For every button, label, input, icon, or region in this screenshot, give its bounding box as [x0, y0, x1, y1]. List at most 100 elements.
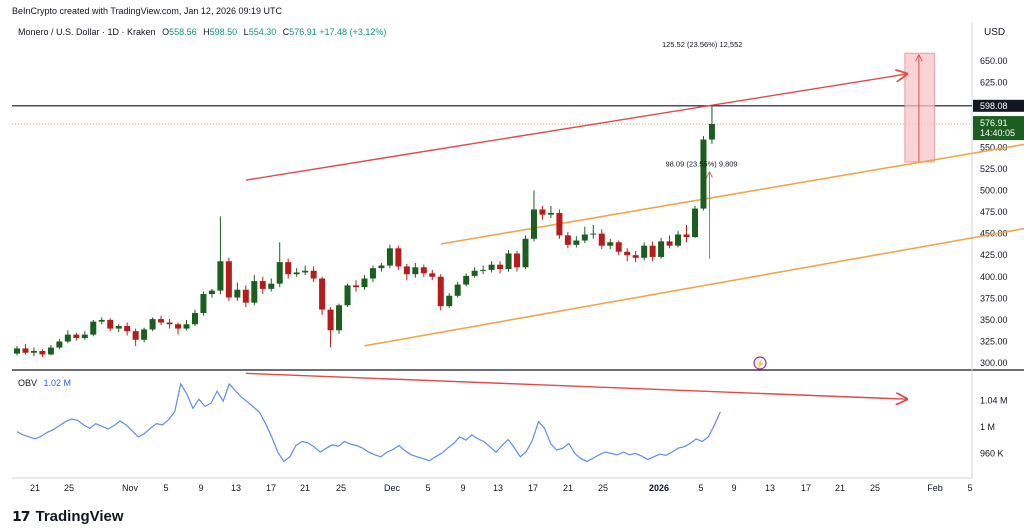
- obv-tick-label: 1 M: [980, 422, 995, 432]
- obv-label[interactable]: OBV: [18, 378, 38, 388]
- candle-body: [420, 267, 427, 274]
- candle-body: [276, 262, 283, 284]
- candle-body: [132, 331, 139, 340]
- candle-body: [564, 235, 571, 245]
- candle-body: [107, 319, 114, 329]
- candle-body: [175, 324, 182, 329]
- candle-body: [522, 238, 529, 268]
- candle-body: [429, 273, 436, 277]
- time-tick-label: 2026: [649, 483, 669, 493]
- candle-body: [556, 212, 563, 236]
- obv-line: [16, 382, 721, 463]
- candle-body: [183, 324, 190, 329]
- channel-upper-line: [440, 143, 1024, 245]
- candle-body: [454, 284, 461, 296]
- low-label: L: [243, 27, 249, 37]
- candle-body: [361, 278, 368, 288]
- candle-body: [497, 264, 504, 270]
- candle-body: [14, 348, 20, 354]
- candle-body: [581, 234, 588, 241]
- price-trend-arrow: [245, 74, 907, 181]
- candle-body: [514, 253, 521, 268]
- time-tick-label: 5: [425, 483, 430, 493]
- price-tick-label: 500.00: [980, 185, 1008, 195]
- candle-body: [488, 264, 495, 270]
- currency-label[interactable]: USD: [984, 27, 1006, 38]
- price-tick-label: 475.00: [980, 207, 1008, 217]
- candle-body: [166, 322, 173, 325]
- price-tick-label: 550.00: [980, 142, 1008, 152]
- open-value: 558.56: [169, 27, 197, 37]
- time-tick-label: 25: [336, 483, 346, 493]
- candle-body: [81, 334, 88, 339]
- candle-body: [369, 268, 376, 279]
- symbol-name[interactable]: Monero / U.S. Dollar · 1D · Kraken: [18, 27, 156, 37]
- candle-body: [191, 313, 198, 325]
- time-tick-label: Nov: [122, 483, 139, 493]
- candle-body: [302, 270, 309, 273]
- time-tick-label: 21: [563, 483, 573, 493]
- candle-body: [90, 321, 97, 335]
- candle-body: [412, 267, 419, 275]
- candle-body: [22, 348, 29, 353]
- time-tick-label: 5: [698, 483, 703, 493]
- price-tick-label: 350.00: [980, 315, 1008, 325]
- candle-body: [344, 285, 351, 306]
- candle-body: [319, 278, 326, 310]
- candle-body: [98, 319, 105, 322]
- time-tick-label: Dec: [384, 483, 401, 493]
- candle-body: [395, 248, 402, 267]
- candle-body: [73, 334, 80, 339]
- candle-body: [336, 305, 343, 331]
- chart-credit: BeInCrypto created with TradingView.com,…: [12, 6, 282, 16]
- candle-body: [285, 262, 292, 275]
- tradingview-logo-icon: 𝟭𝟳: [12, 508, 31, 524]
- resistance-price-text: 598.08: [980, 101, 1008, 111]
- obv-legend: OBV 1.02 M: [18, 378, 71, 388]
- countdown-text: 14:40:05: [980, 128, 1015, 138]
- candle-body: [47, 347, 54, 355]
- open-label: O: [162, 27, 170, 37]
- candle-body: [573, 240, 580, 245]
- price-tick-label: 375.00: [980, 293, 1008, 303]
- price-tick-label: 625.00: [980, 78, 1008, 88]
- candle-body: [234, 289, 241, 298]
- candle-body: [158, 319, 165, 323]
- channel-lower-line: [364, 227, 1024, 347]
- price-tick-label: 650.00: [980, 56, 1008, 66]
- candle-body: [124, 325, 131, 332]
- last-price-text: 576.91: [980, 118, 1008, 128]
- candle-body: [251, 281, 258, 303]
- candle-body: [675, 234, 682, 246]
- candle-body: [378, 265, 385, 269]
- time-tick-label: 25: [598, 483, 608, 493]
- candle-body: [683, 234, 690, 238]
- low-value: 554.30: [248, 27, 277, 37]
- last-price-tag: [973, 116, 1024, 141]
- candle-body: [217, 261, 224, 291]
- brand-name: TradingView: [35, 508, 124, 525]
- event-marker-icon: [753, 356, 767, 370]
- time-tick-label: 21: [835, 483, 845, 493]
- tradingview-logo[interactable]: 𝟭𝟳 TradingView: [12, 508, 124, 525]
- candle-body: [115, 325, 122, 329]
- measure-label: 98.09 (23.55%) 9,809: [665, 159, 737, 168]
- candle-body: [208, 290, 215, 295]
- time-tick-label: 17: [528, 483, 538, 493]
- time-tick-label: 21: [300, 483, 310, 493]
- price-tick-label: 525.00: [980, 164, 1008, 174]
- candle-body: [530, 209, 537, 239]
- candle-body: [700, 139, 707, 209]
- time-tick-label: 9: [198, 483, 203, 493]
- candle-body: [56, 341, 63, 348]
- candle-body: [353, 285, 359, 288]
- close-label: C: [282, 27, 290, 37]
- candle-body: [463, 275, 470, 285]
- candle-body: [615, 242, 622, 252]
- time-tick-label: 9: [460, 483, 465, 493]
- candle-body: [658, 241, 665, 257]
- change-value: +17.48 (+3.12%): [319, 27, 387, 37]
- price-tick-label: 425.00: [980, 250, 1008, 260]
- time-tick-label: 13: [231, 483, 241, 493]
